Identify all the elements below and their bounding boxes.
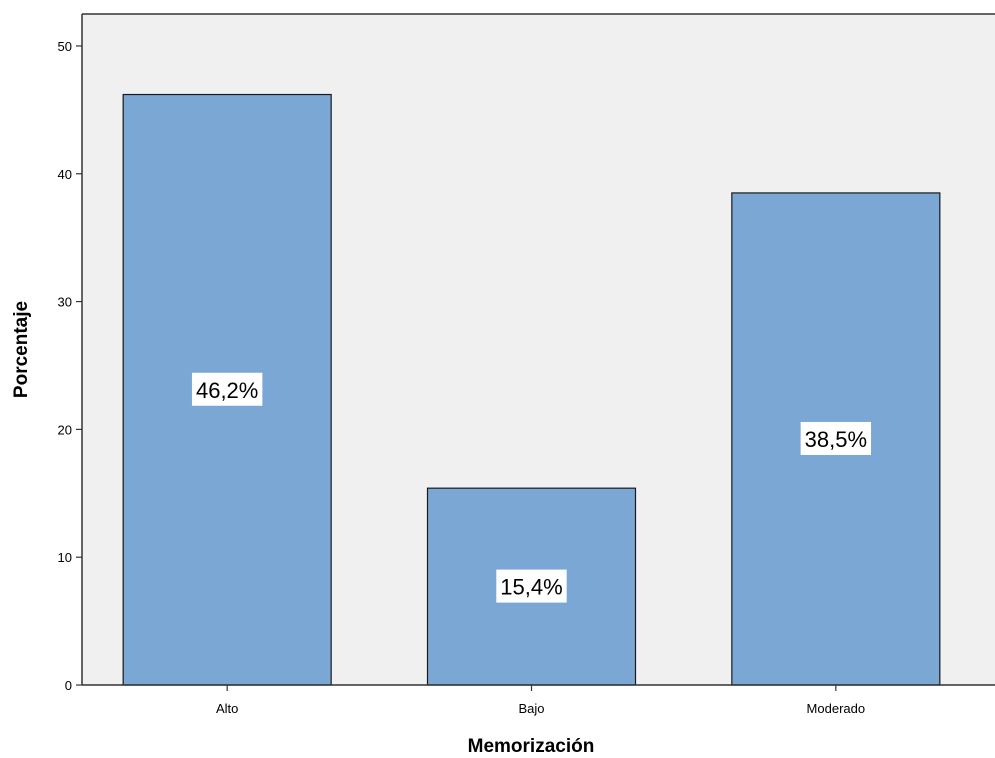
x-axis-title: Memorización: [468, 736, 595, 757]
bars: 46,2% 15,4% 38,5%: [122, 93, 941, 686]
data-label-moderado: 38,5%: [800, 421, 872, 455]
x-axis-ticks: Alto Bajo Moderado: [216, 685, 865, 716]
data-label-text: 15,4%: [500, 575, 562, 600]
y-tick-label: 10: [58, 550, 72, 565]
y-axis-title: Porcentaje: [11, 301, 32, 398]
data-label-box: [800, 421, 872, 455]
data-label-bajo: 15,4%: [496, 569, 567, 603]
data-label-text: 46,2%: [196, 378, 258, 403]
data-label-text: 38,5%: [805, 427, 867, 452]
y-tick-label: 30: [58, 295, 72, 310]
x-tick-label-bajo: Bajo: [518, 701, 544, 716]
x-tick-label-moderado: Moderado: [807, 701, 866, 716]
y-tick-label: 40: [58, 167, 72, 182]
data-label-alto: 46,2%: [191, 372, 263, 406]
y-tick-label: 20: [58, 422, 72, 437]
bar-alto: [122, 93, 332, 686]
y-tick-label: 50: [58, 39, 72, 54]
data-label-box: [496, 569, 567, 603]
data-label-box: [191, 372, 263, 406]
y-tick-label: 0: [65, 678, 72, 693]
x-tick-label-alto: Alto: [216, 701, 238, 716]
y-axis-ticks: 0 10 20 30 40 50: [58, 39, 82, 693]
